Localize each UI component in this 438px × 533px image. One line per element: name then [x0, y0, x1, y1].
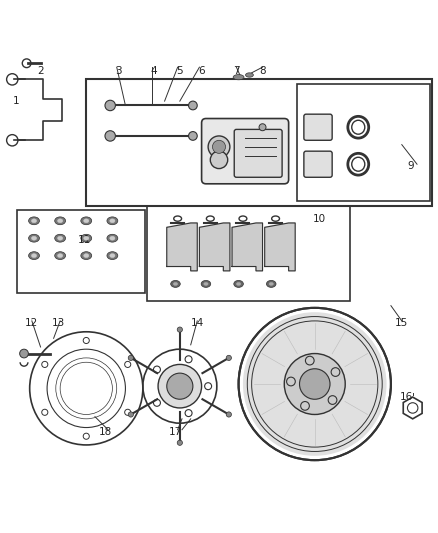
Ellipse shape — [84, 254, 89, 257]
Ellipse shape — [84, 219, 89, 223]
Circle shape — [212, 140, 226, 154]
FancyBboxPatch shape — [201, 118, 289, 184]
FancyBboxPatch shape — [304, 151, 332, 177]
Circle shape — [259, 124, 266, 131]
Circle shape — [158, 365, 201, 408]
Ellipse shape — [57, 219, 63, 223]
Ellipse shape — [84, 236, 89, 240]
FancyBboxPatch shape — [304, 114, 332, 140]
Ellipse shape — [57, 254, 63, 257]
Ellipse shape — [32, 219, 37, 223]
Bar — [147, 206, 350, 301]
Ellipse shape — [201, 280, 211, 287]
Text: 15: 15 — [395, 318, 408, 328]
Ellipse shape — [107, 235, 118, 242]
Ellipse shape — [55, 217, 66, 225]
Ellipse shape — [28, 235, 39, 242]
Circle shape — [188, 132, 197, 140]
Text: 16: 16 — [399, 392, 413, 402]
Ellipse shape — [204, 282, 208, 286]
Text: 5: 5 — [177, 66, 183, 76]
Bar — [86, 79, 432, 206]
Ellipse shape — [110, 254, 115, 257]
Ellipse shape — [81, 217, 92, 225]
Circle shape — [210, 151, 228, 168]
Ellipse shape — [57, 236, 63, 240]
Circle shape — [208, 136, 230, 158]
Ellipse shape — [269, 282, 273, 286]
Circle shape — [128, 412, 134, 417]
Circle shape — [177, 327, 183, 332]
Text: 12: 12 — [25, 318, 39, 328]
Text: 9: 9 — [407, 161, 414, 172]
Text: 10: 10 — [313, 214, 326, 224]
Text: 2: 2 — [37, 66, 44, 76]
Ellipse shape — [246, 73, 253, 77]
Circle shape — [105, 100, 116, 111]
FancyBboxPatch shape — [234, 130, 282, 177]
Circle shape — [226, 356, 231, 360]
Text: 13: 13 — [51, 318, 64, 328]
Text: 3: 3 — [116, 66, 122, 76]
Ellipse shape — [32, 254, 37, 257]
Text: 11: 11 — [78, 236, 91, 245]
Text: 14: 14 — [191, 318, 204, 328]
Ellipse shape — [266, 280, 276, 287]
Ellipse shape — [173, 282, 178, 286]
Circle shape — [177, 440, 183, 446]
Circle shape — [300, 369, 330, 399]
Ellipse shape — [110, 219, 115, 223]
Text: 18: 18 — [99, 427, 113, 437]
Circle shape — [20, 349, 28, 358]
Text: 4: 4 — [150, 66, 157, 76]
Text: 6: 6 — [198, 66, 205, 76]
Circle shape — [128, 356, 134, 360]
Ellipse shape — [237, 282, 241, 286]
Polygon shape — [232, 223, 262, 271]
Ellipse shape — [107, 252, 118, 260]
Ellipse shape — [81, 252, 92, 260]
Text: 8: 8 — [259, 66, 266, 76]
Ellipse shape — [110, 236, 115, 240]
Polygon shape — [199, 223, 230, 271]
Circle shape — [284, 353, 345, 415]
Ellipse shape — [32, 236, 37, 240]
Ellipse shape — [55, 235, 66, 242]
Ellipse shape — [107, 217, 118, 225]
Circle shape — [167, 373, 193, 399]
Bar — [17, 210, 145, 293]
Ellipse shape — [55, 252, 66, 260]
Ellipse shape — [233, 75, 244, 80]
Ellipse shape — [171, 280, 180, 287]
Circle shape — [188, 101, 197, 110]
Text: 1: 1 — [13, 96, 20, 106]
Polygon shape — [167, 223, 197, 271]
Ellipse shape — [81, 235, 92, 242]
Ellipse shape — [28, 252, 39, 260]
Circle shape — [105, 131, 116, 141]
Ellipse shape — [28, 217, 39, 225]
Circle shape — [226, 412, 231, 417]
Ellipse shape — [234, 280, 244, 287]
Circle shape — [243, 312, 387, 456]
Text: 7: 7 — [233, 66, 240, 76]
Polygon shape — [265, 223, 295, 271]
Text: 17: 17 — [169, 427, 182, 437]
Bar — [297, 84, 430, 201]
